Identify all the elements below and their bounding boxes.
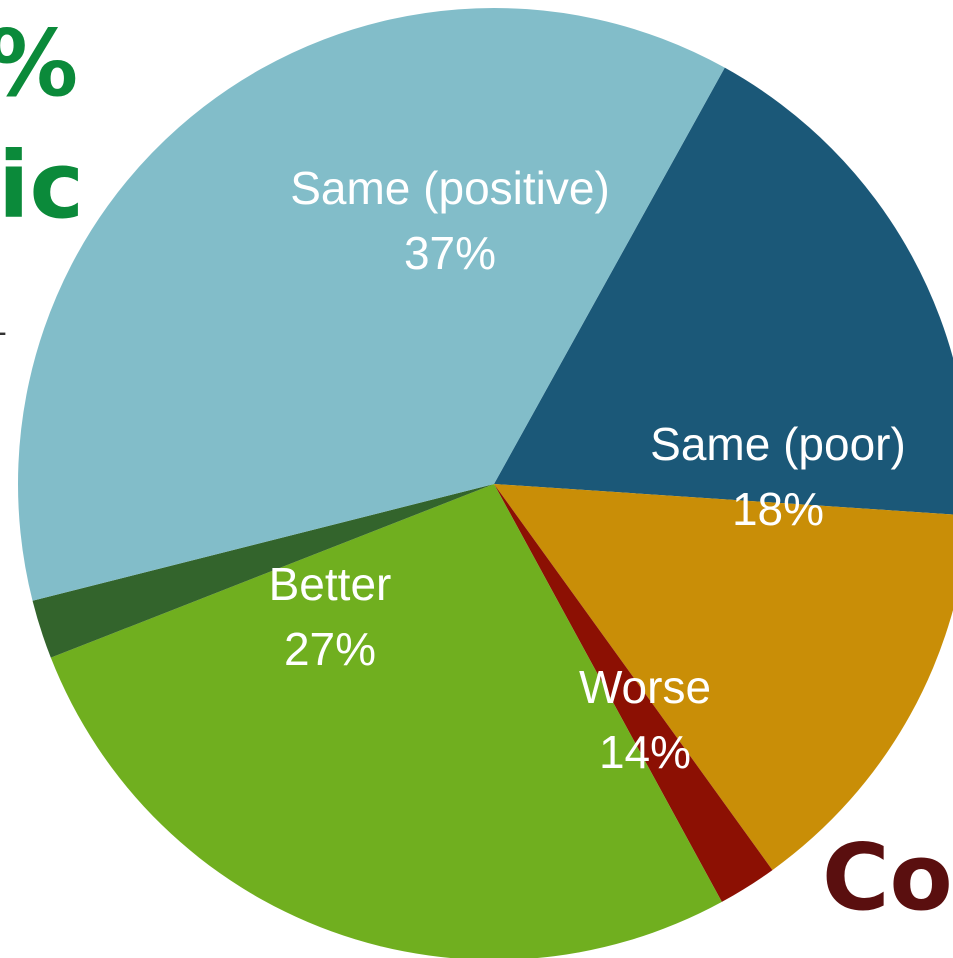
slice-value-label-5: 37% <box>404 227 496 279</box>
slice-value-label-0: 18% <box>732 483 824 535</box>
slice-label-3: Better <box>269 558 392 610</box>
slice-label-1: Worse <box>579 661 711 713</box>
slice-value-label-1: 14% <box>599 726 691 778</box>
slice-label-0: Same (poor) <box>650 418 906 470</box>
slice-value-label-3: 27% <box>284 623 376 675</box>
slice-label-5: Same (positive) <box>290 162 610 214</box>
